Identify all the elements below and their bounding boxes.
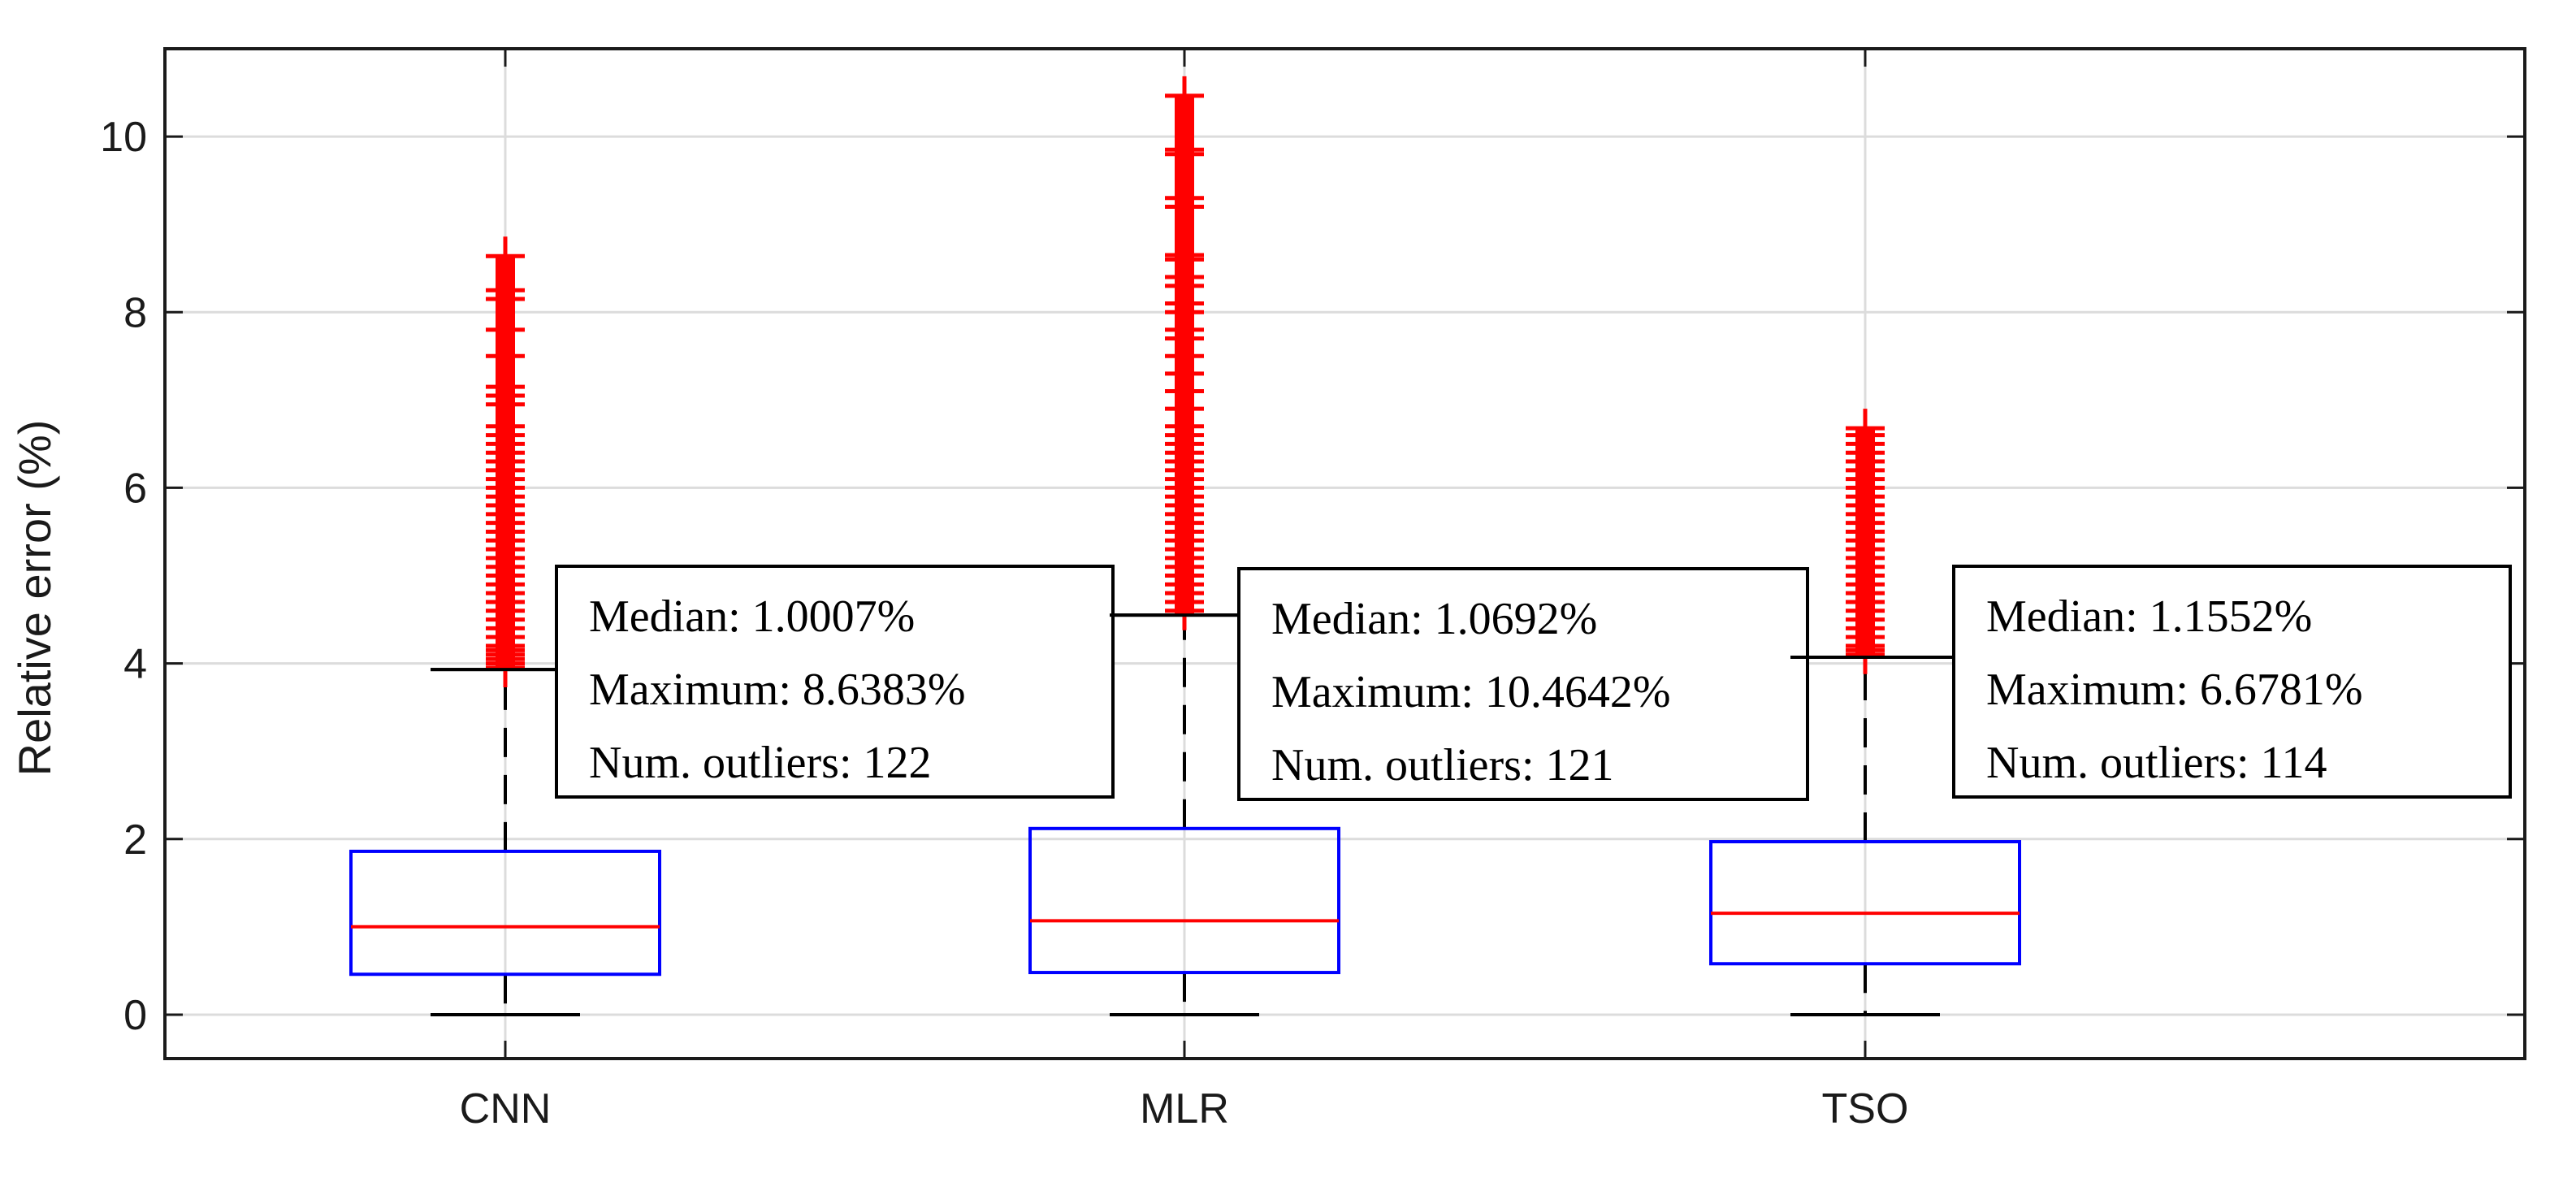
y-tick-label: 10 xyxy=(100,114,147,161)
annotation-box xyxy=(1952,565,2512,799)
annotation-median-label: Median: 1.0692% xyxy=(1271,594,1597,644)
outliers xyxy=(486,236,525,688)
annotation-outliers-label: Num. outliers: 122 xyxy=(589,738,932,788)
grid-layer xyxy=(165,49,2525,1059)
axes-frame xyxy=(163,47,2526,1060)
box-cnn xyxy=(349,236,661,1016)
annotation-max-label: Maximum: 6.6781% xyxy=(1986,665,2363,715)
outlier-band xyxy=(1175,95,1194,616)
x-tick-label-cnn: CNN xyxy=(460,1085,552,1133)
annotation-tso: Median: 1.1552% Maximum: 6.6781% Num. outl… xyxy=(1790,565,2512,799)
annotation-box xyxy=(1237,567,1809,801)
x-tick-label-tso: TSO xyxy=(1822,1085,1909,1133)
annotation-median-label: Median: 1.0007% xyxy=(589,591,915,642)
outliers xyxy=(1165,76,1204,630)
y-tick-label: 8 xyxy=(123,289,147,336)
y-tick-label: 2 xyxy=(123,816,147,864)
iqr-box xyxy=(349,849,661,977)
annotation-median-label: Median: 1.1552% xyxy=(1986,591,2312,642)
axes-box xyxy=(163,47,2526,1060)
outlier-band xyxy=(1855,428,1875,658)
y-tick-label: 4 xyxy=(123,641,147,688)
annotation-layer: Median: 1.0007% Maximum: 8.6383% Num. outl… xyxy=(431,565,2512,801)
outliers xyxy=(1846,409,1885,674)
annotation-outliers-label: Num. outliers: 114 xyxy=(1986,738,2327,788)
annotation-box xyxy=(555,565,1115,799)
x-axis: CNN MLR TSO xyxy=(460,49,1909,1133)
y-axis-label: Relative error (%) xyxy=(9,420,60,777)
outlier-band xyxy=(496,256,515,670)
annotation-outliers-label: Num. outliers: 121 xyxy=(1271,740,1614,790)
iqr-box xyxy=(1709,840,2021,966)
annotation-max-label: Maximum: 8.6383% xyxy=(589,665,966,715)
y-tick-label: 0 xyxy=(123,992,147,1039)
annotation-cnn: Median: 1.0007% Maximum: 8.6383% Num. outl… xyxy=(431,565,1115,799)
annotation-max-label: Maximum: 10.4642% xyxy=(1271,667,1671,717)
plot-layer xyxy=(349,76,2021,1016)
y-axis: 0 2 4 6 8 10 xyxy=(100,114,2525,1039)
box-tso xyxy=(1709,409,2021,1016)
annotation-mlr: Median: 1.0692% Maximum: 10.4642% Num. out… xyxy=(1110,567,1809,801)
x-tick-label-mlr: MLR xyxy=(1140,1085,1229,1133)
iqr-box xyxy=(1028,826,1340,975)
y-tick-label: 6 xyxy=(123,465,147,512)
